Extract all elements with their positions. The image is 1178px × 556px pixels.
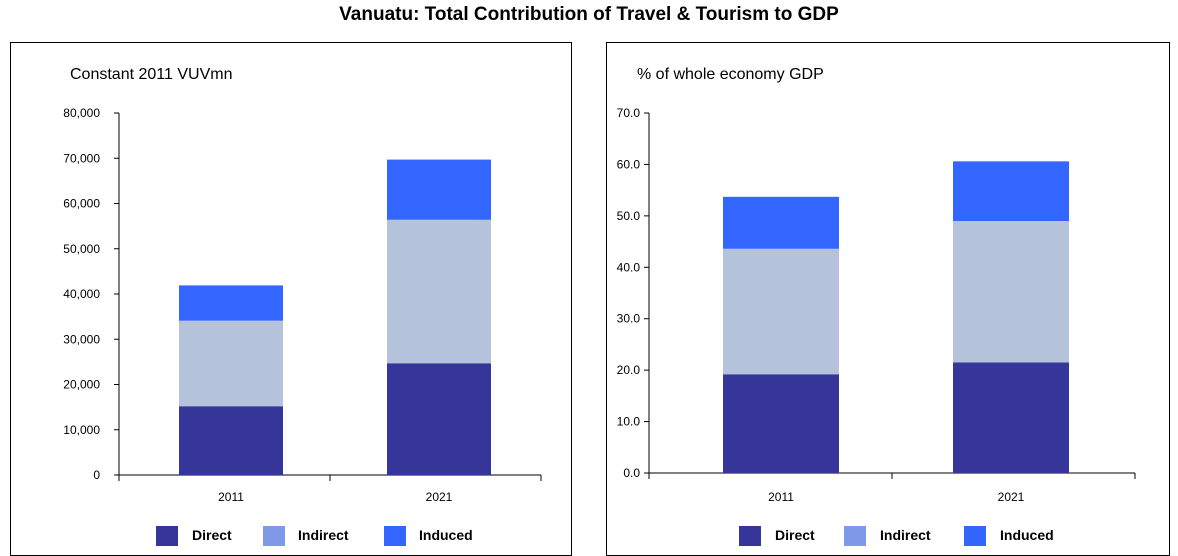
- chart-panel-gdp-value: Constant 2011 VUVmn 0 10,000 20,000 30,000 40…: [10, 42, 572, 556]
- y-tick-label: 0: [93, 468, 100, 482]
- bar-induced-2011: [723, 196, 839, 249]
- y-tick-label: 60,000: [63, 197, 100, 211]
- legend-swatch-direct: [739, 526, 761, 546]
- y-tick-label: 70,000: [63, 151, 100, 165]
- y-tick-label: 70.0: [617, 106, 641, 120]
- legend-label-direct: Direct: [192, 527, 232, 543]
- y-tick-label: 20,000: [63, 378, 100, 392]
- bar-induced-2021: [387, 159, 491, 220]
- legend-swatch-indirect: [263, 526, 285, 546]
- legend-label-induced: Induced: [419, 527, 473, 543]
- legend-swatch-induced: [384, 526, 406, 546]
- y-tick-label: 40.0: [617, 260, 641, 274]
- page-title: Vanuatu: Total Contribution of Travel & …: [339, 4, 839, 25]
- bar-indirect-2021: [387, 219, 491, 364]
- bar-direct-2021: [953, 362, 1069, 473]
- y-tick-label: 10.0: [617, 415, 641, 429]
- chart-panel-gdp-share: % of whole economy GDP 0.0 10.0 20.0 30.0 40.…: [606, 42, 1170, 556]
- chart-subtitle: Constant 2011 VUVmn: [70, 66, 232, 83]
- bar-induced-2021: [953, 161, 1069, 221]
- bar-indirect-2021: [953, 221, 1069, 363]
- bar-direct-2011: [179, 406, 283, 475]
- bar-indirect-2011: [723, 248, 839, 375]
- y-tick-label: 50.0: [617, 209, 641, 223]
- chart-gdp-share: % of whole economy GDP 0.0 10.0 20.0 30.0 40.…: [617, 66, 1136, 546]
- bar-induced-2011: [179, 285, 283, 321]
- bar-direct-2021: [387, 363, 491, 475]
- bar-indirect-2011: [179, 320, 283, 407]
- legend-swatch-induced: [964, 526, 986, 546]
- y-tick-label: 50,000: [63, 242, 100, 256]
- x-tick-label: 2011: [218, 490, 244, 504]
- legend-label-induced: Induced: [1000, 527, 1054, 543]
- y-tick-label: 80,000: [63, 106, 100, 120]
- legend-swatch-indirect: [844, 526, 866, 546]
- bar-direct-2011: [723, 374, 839, 473]
- x-tick-label: 2021: [426, 490, 453, 504]
- x-tick-label: 2011: [768, 490, 794, 504]
- y-tick-label: 60.0: [617, 157, 641, 171]
- legend-label-indirect: Indirect: [880, 527, 931, 543]
- y-tick-label: 20.0: [617, 363, 641, 377]
- y-tick-label: 30,000: [63, 332, 100, 346]
- y-tick-label: 30.0: [617, 312, 641, 326]
- legend-label-indirect: Indirect: [298, 527, 349, 543]
- y-tick-label: 40,000: [63, 287, 100, 301]
- chart-subtitle: % of whole economy GDP: [637, 66, 824, 83]
- y-tick-label: 10,000: [63, 423, 100, 437]
- chart-gdp-value: Constant 2011 VUVmn 0 10,000 20,000 30,000 40…: [63, 66, 542, 546]
- legend-label-direct: Direct: [775, 527, 815, 543]
- y-tick-label: 0.0: [623, 466, 640, 480]
- legend-swatch-direct: [156, 526, 178, 546]
- x-tick-label: 2021: [998, 490, 1025, 504]
